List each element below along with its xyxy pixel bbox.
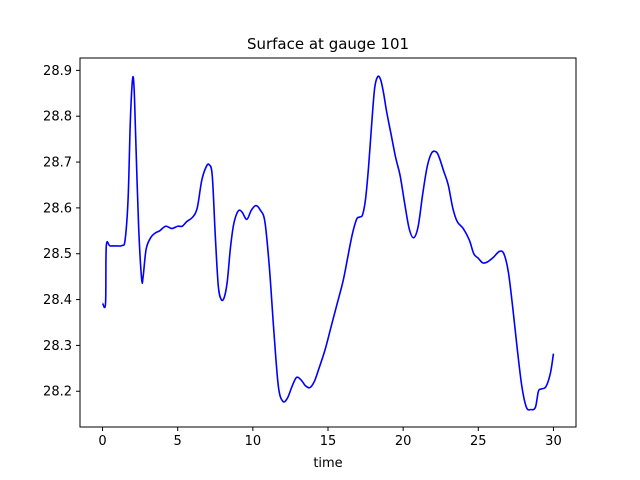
y-tick-label: 28.7 xyxy=(43,156,72,171)
y-tick-label: 28.8 xyxy=(43,110,72,125)
x-tick-label: 10 xyxy=(245,434,262,449)
series-line xyxy=(101,75,555,411)
x-tick-label: 0 xyxy=(98,434,106,449)
series-layer xyxy=(101,75,555,411)
y-tick-label: 28.5 xyxy=(43,247,72,262)
y-tick-label: 28.9 xyxy=(43,64,72,79)
x-tick-label: 25 xyxy=(470,434,487,449)
chart-title: Surface at gauge 101 xyxy=(247,35,409,53)
y-axis-ticks: 28.2 28.3 28.4 28.5 28.6 28.7 28.8 28.9 xyxy=(43,64,80,400)
x-tick-label: 20 xyxy=(395,434,412,449)
x-axis-label: time xyxy=(313,456,342,471)
y-tick-label: 28.3 xyxy=(43,339,72,354)
y-tick-label: 28.2 xyxy=(43,385,72,400)
x-tick-label: 30 xyxy=(545,434,562,449)
x-tick-label: 15 xyxy=(320,434,337,449)
plot-frame xyxy=(79,57,577,428)
x-tick-label: 5 xyxy=(174,434,182,449)
y-tick-label: 28.6 xyxy=(43,201,72,216)
x-axis-ticks: 0 5 10 15 20 25 30 xyxy=(98,427,562,449)
y-tick-label: 28.4 xyxy=(43,293,72,308)
